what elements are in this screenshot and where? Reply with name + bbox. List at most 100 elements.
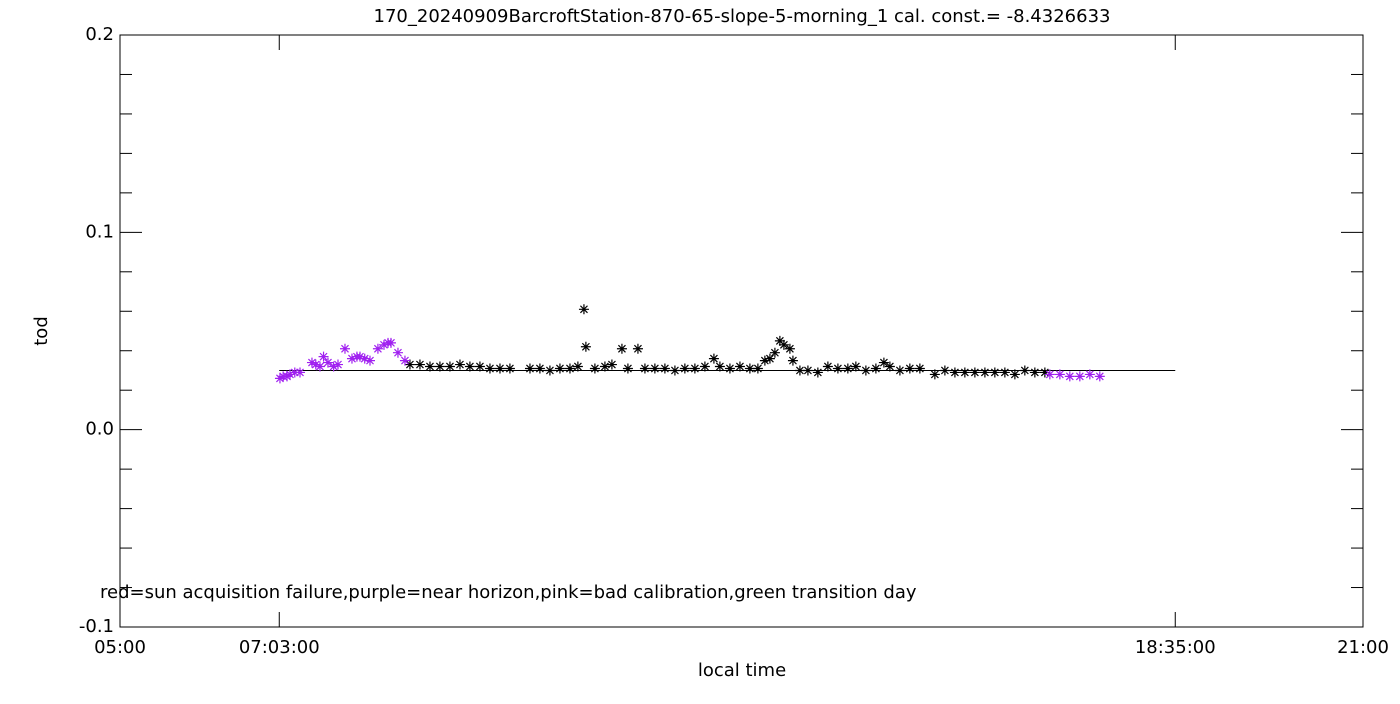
data-point <box>372 343 383 354</box>
data-point <box>310 359 321 370</box>
data-point <box>484 363 495 374</box>
y-tick-label: 0.2 <box>85 24 114 45</box>
data-point <box>454 359 465 370</box>
data-point <box>474 361 485 372</box>
data-point <box>764 353 775 364</box>
data-point <box>870 363 881 374</box>
data-point <box>979 367 990 378</box>
data-point <box>778 339 789 350</box>
data-point <box>392 347 403 358</box>
x-axis-label: local time <box>698 660 786 681</box>
data-point <box>464 361 475 372</box>
data-point <box>589 363 600 374</box>
data-point <box>364 355 375 366</box>
data-point <box>929 369 940 380</box>
data-point <box>434 361 445 372</box>
data-point <box>904 363 915 374</box>
data-point <box>1009 369 1020 380</box>
data-point <box>914 363 925 374</box>
data-point <box>318 351 329 362</box>
data-point <box>769 347 780 358</box>
data-point <box>744 363 755 374</box>
x-tick-label: 05:00 <box>94 637 146 658</box>
data-point <box>289 367 300 378</box>
y-tick-label: -0.1 <box>79 616 114 637</box>
data-point <box>999 367 1010 378</box>
x-tick-label: 21:00 <box>1337 637 1389 658</box>
data-point <box>564 363 575 374</box>
data-point <box>939 365 950 376</box>
data-point <box>812 367 823 378</box>
data-point <box>884 361 895 372</box>
data-point <box>639 363 650 374</box>
data-point <box>1084 369 1095 380</box>
data-point <box>949 367 960 378</box>
data-point <box>554 363 565 374</box>
data-point <box>669 365 680 376</box>
data-point <box>295 367 306 378</box>
data-point <box>606 359 617 370</box>
data-point <box>774 335 785 346</box>
data-point <box>354 351 365 362</box>
data-point <box>1074 371 1085 382</box>
data-point <box>787 355 798 366</box>
data-point <box>850 361 861 372</box>
data-point <box>689 363 700 374</box>
data-point <box>724 363 735 374</box>
data-point <box>534 363 545 374</box>
data-point <box>752 363 763 374</box>
data-point <box>969 367 980 378</box>
data-point <box>444 361 455 372</box>
data-point <box>346 353 357 364</box>
data-point <box>842 363 853 374</box>
data-point <box>572 361 583 372</box>
data-point <box>708 353 719 364</box>
data-point <box>404 359 415 370</box>
data-point <box>284 369 295 380</box>
chart-title: 170_20240909BarcroftStation-870-65-slope… <box>374 6 1111 27</box>
data-point <box>1019 365 1030 376</box>
data-point <box>878 357 889 368</box>
data-point <box>494 363 505 374</box>
y-tick-label: 0.1 <box>85 221 114 242</box>
data-point <box>332 359 343 370</box>
data-point <box>734 361 745 372</box>
data-point <box>1039 367 1050 378</box>
data-point <box>378 339 389 350</box>
data-point <box>314 361 325 372</box>
data-point <box>339 343 350 354</box>
data-point <box>1054 369 1065 380</box>
data-point <box>504 363 515 374</box>
data-point <box>784 343 795 354</box>
data-point <box>414 359 425 370</box>
data-point <box>274 373 285 384</box>
data-point <box>794 365 805 376</box>
data-point <box>328 361 339 372</box>
y-tick-label: 0.0 <box>85 419 114 440</box>
data-point <box>860 365 871 376</box>
data-point <box>578 304 589 315</box>
data-point <box>544 365 555 376</box>
plot-frame <box>119 34 1364 628</box>
data-point <box>306 357 317 368</box>
data-point <box>632 343 643 354</box>
x-tick-label: 18:35:00 <box>1135 637 1216 658</box>
data-point <box>599 361 610 372</box>
data-point <box>832 363 843 374</box>
data-point <box>385 337 396 348</box>
data-point <box>524 363 535 374</box>
data-point <box>894 365 905 376</box>
data-point <box>822 361 833 372</box>
data-point <box>714 361 725 372</box>
x-tick-label: 07:03:00 <box>239 637 320 658</box>
annotation: red=sun acquisition failure,purple=near … <box>100 582 917 603</box>
data-point <box>359 353 370 364</box>
data-point <box>699 361 710 372</box>
data-point <box>989 367 1000 378</box>
data-point <box>679 363 690 374</box>
data-point <box>1094 371 1105 382</box>
data-point <box>959 367 970 378</box>
data-point <box>616 343 627 354</box>
